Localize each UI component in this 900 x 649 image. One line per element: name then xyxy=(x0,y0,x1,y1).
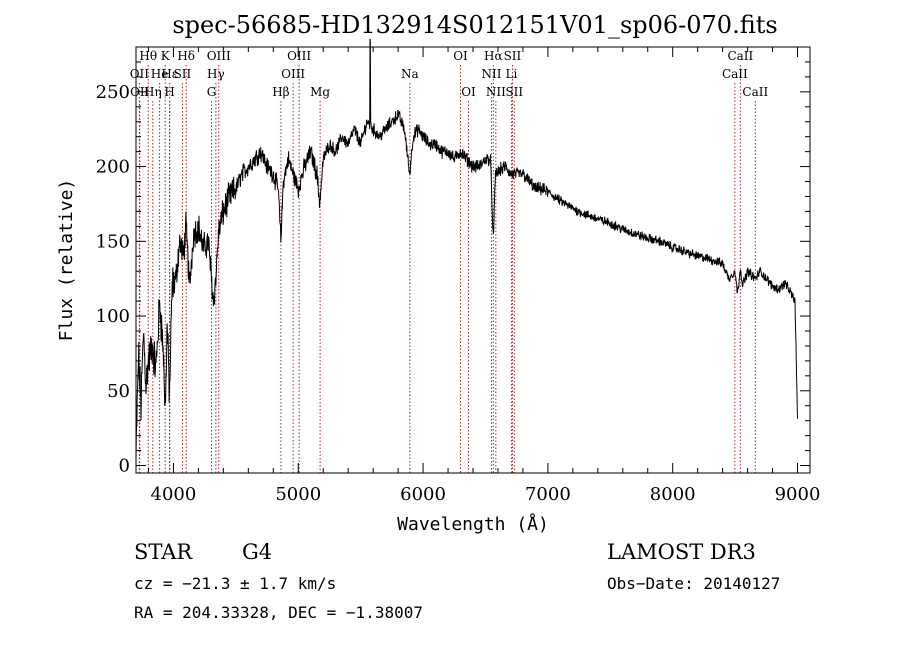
y-tick-label: 250 xyxy=(96,82,130,103)
line-marker-label: H xyxy=(164,85,174,99)
line-marker-label: OI xyxy=(453,49,468,63)
redshift-velocity: cz = −21.3 ± 1.7 km/s xyxy=(134,574,337,593)
line-marker-label: Hε xyxy=(161,67,178,81)
plot-frame xyxy=(135,46,811,474)
line-marker-label: Hα xyxy=(484,49,503,63)
x-tick-label: 7000 xyxy=(525,484,571,505)
line-marker-label: Na xyxy=(401,67,419,81)
y-tick-label: 100 xyxy=(96,306,130,327)
line-marker-label: OI xyxy=(461,85,476,99)
line-marker-label: NII xyxy=(481,67,501,81)
line-marker-label: Hγ xyxy=(207,67,225,81)
y-axis: 0 50 100 150 200 250 xyxy=(96,61,810,477)
line-marker-label: OII xyxy=(130,67,150,81)
x-tick-label: 9000 xyxy=(775,484,821,505)
line-marker-label: G xyxy=(207,85,217,99)
survey-name: LAMOST DR3 xyxy=(607,540,756,564)
line-marker-label: OIII xyxy=(287,49,311,63)
line-marker-label: SII xyxy=(174,67,192,81)
spectrum-layer xyxy=(135,39,798,461)
spectrum-line xyxy=(135,39,798,461)
x-axis-label: Wavelength (Å) xyxy=(397,513,549,535)
line-marker-label: Hη xyxy=(144,85,162,99)
x-tick-label: 5000 xyxy=(275,484,321,505)
x-tick-label: 8000 xyxy=(650,484,696,505)
object-subclass: G4 xyxy=(242,540,273,564)
y-tick-label: 50 xyxy=(107,381,130,402)
x-tick-label: 4000 xyxy=(151,484,197,505)
y-tick-label: 150 xyxy=(96,231,130,252)
line-marker-label: Hβ xyxy=(272,85,289,99)
ra-dec-coordinates: RA = 204.33328, DEC = −1.38007 xyxy=(134,603,423,622)
line-marker-labels: HθOIIOIIHηHeKHHεSIIHδGHγOIIIHβOIIIOIIIMg… xyxy=(130,49,769,99)
x-tick-label: 6000 xyxy=(400,484,446,505)
y-axis-label: Flux (relative) xyxy=(56,179,77,342)
line-marker-label: K xyxy=(161,49,171,63)
line-marker-label: CaII xyxy=(727,49,753,63)
line-marker-label: Hθ xyxy=(139,49,157,63)
line-marker-label: Mg xyxy=(310,85,330,99)
line-marker-label: Li xyxy=(506,67,518,81)
line-marker-label: OIII xyxy=(207,49,231,63)
observation-date: Obs−Date: 20140127 xyxy=(607,574,781,593)
x-axis: 4000 5000 6000 7000 8000 9000 xyxy=(147,47,821,505)
line-marker-label: CaII xyxy=(742,85,768,99)
line-marker-label: NII xyxy=(486,85,506,99)
line-marker-label: Hδ xyxy=(177,49,195,63)
y-tick-label: 200 xyxy=(96,157,130,178)
chart-title: spec-56685-HD132914S012151V01_sp06-070.f… xyxy=(172,11,777,39)
line-marker-label: SII xyxy=(505,85,523,99)
line-marker-label: SII xyxy=(504,49,522,63)
line-marker-label: He xyxy=(151,67,169,81)
y-tick-label: 0 xyxy=(119,456,130,477)
object-class: STAR xyxy=(134,540,193,564)
line-marker-label: CaII xyxy=(722,67,748,81)
line-markers xyxy=(138,65,756,473)
line-marker-label: OIII xyxy=(281,67,305,81)
